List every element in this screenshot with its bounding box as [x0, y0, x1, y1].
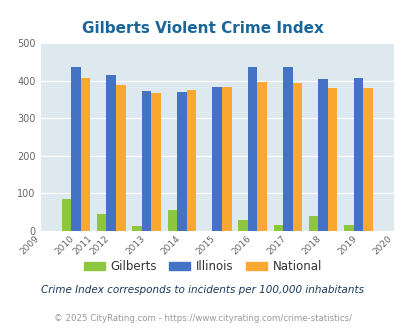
- Bar: [177, 92, 186, 231]
- Bar: [238, 220, 247, 231]
- Bar: [62, 199, 71, 231]
- Bar: [343, 225, 353, 231]
- Bar: [141, 91, 151, 231]
- Text: Gilberts Violent Crime Index: Gilberts Violent Crime Index: [82, 21, 323, 36]
- Bar: [327, 88, 337, 231]
- Bar: [116, 85, 125, 231]
- Bar: [81, 78, 90, 231]
- Bar: [292, 83, 301, 231]
- Bar: [247, 67, 257, 231]
- Bar: [186, 89, 196, 231]
- Bar: [318, 79, 327, 231]
- Bar: [212, 87, 222, 231]
- Legend: Gilberts, Illinois, National: Gilberts, Illinois, National: [79, 255, 326, 278]
- Bar: [106, 75, 116, 231]
- Bar: [71, 67, 81, 231]
- Bar: [282, 67, 292, 231]
- Bar: [257, 82, 266, 231]
- Bar: [167, 210, 177, 231]
- Bar: [308, 216, 318, 231]
- Bar: [362, 88, 372, 231]
- Bar: [151, 93, 160, 231]
- Text: © 2025 CityRating.com - https://www.cityrating.com/crime-statistics/: © 2025 CityRating.com - https://www.city…: [54, 314, 351, 323]
- Bar: [353, 78, 362, 231]
- Text: Crime Index corresponds to incidents per 100,000 inhabitants: Crime Index corresponds to incidents per…: [41, 285, 364, 295]
- Bar: [273, 225, 282, 231]
- Bar: [132, 226, 141, 231]
- Bar: [97, 214, 106, 231]
- Bar: [222, 87, 231, 231]
